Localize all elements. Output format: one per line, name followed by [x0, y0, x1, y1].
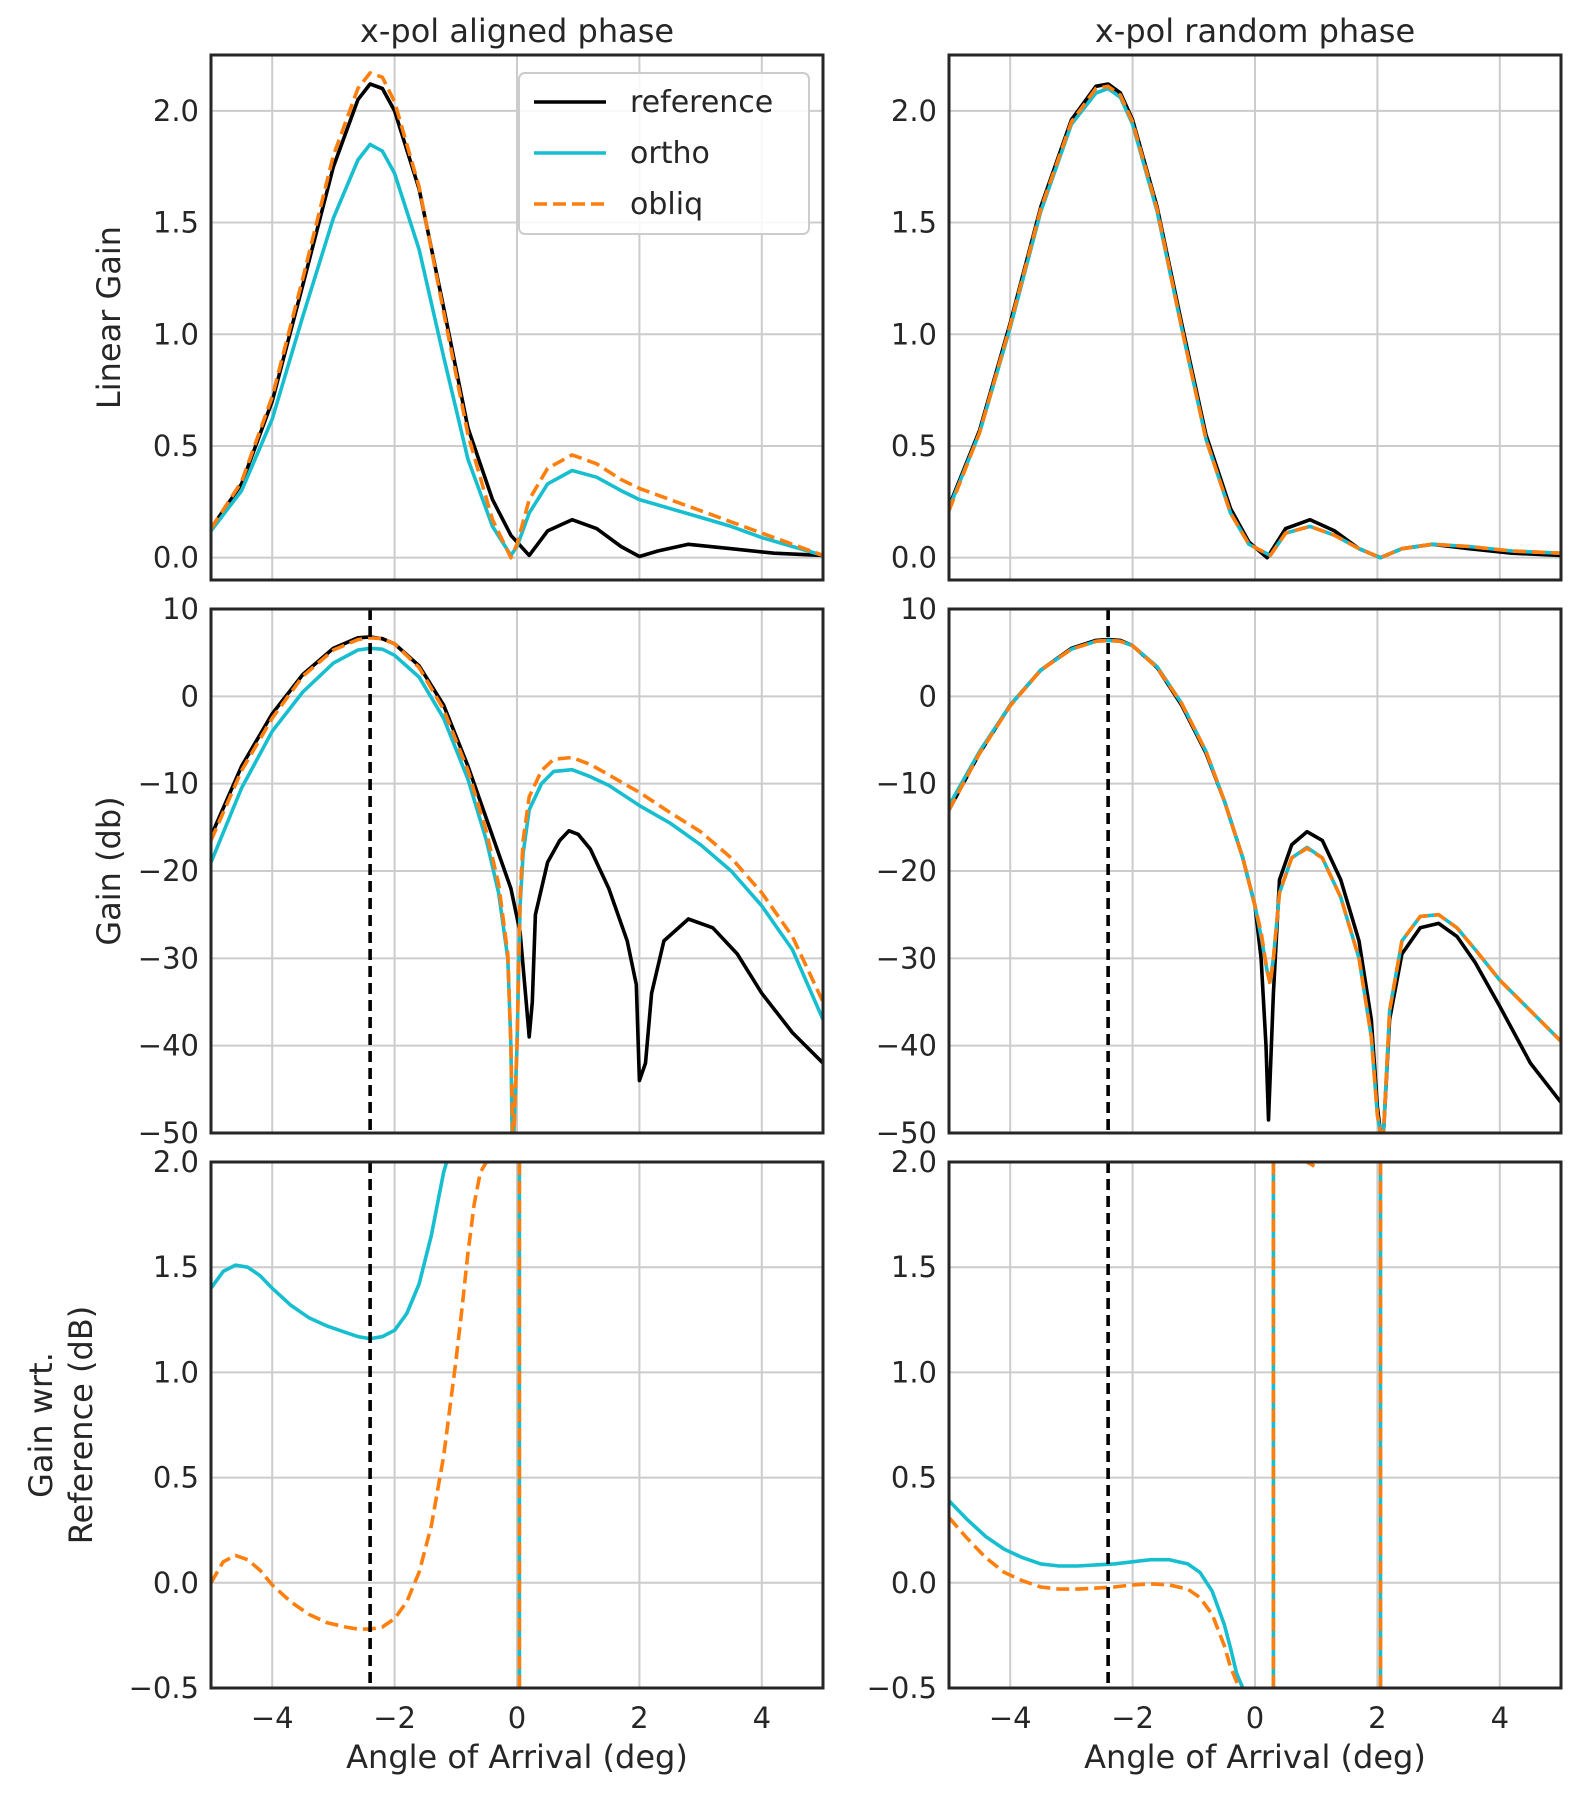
y-tick-label: −20: [876, 854, 937, 888]
y-tick-label: 1.5: [891, 206, 937, 240]
y-tick-label: 10: [900, 592, 937, 626]
legend-label-ortho: ortho: [630, 136, 710, 171]
series-group: [211, 1162, 522, 1688]
axes-frame: [209, 607, 825, 1135]
y-tick-label: 1.5: [891, 1250, 937, 1284]
y-tick-label: 0.0: [153, 1566, 199, 1600]
x-axis-label: Angle of Arrival (deg): [346, 1738, 688, 1776]
x-tick-label: −2: [373, 1701, 416, 1735]
y-tick-label: 0.0: [153, 541, 199, 575]
x-tick-label: 0: [1246, 1701, 1264, 1735]
series-group: [949, 637, 1561, 1133]
y-tick-label: 0: [181, 679, 199, 713]
series-line-obliq: [949, 638, 1561, 1133]
y-tick-label: 0.5: [891, 429, 937, 463]
y-tick-label: −30: [876, 941, 937, 975]
y-tick-label: 2.0: [891, 1145, 937, 1179]
y-axis-label: Gain (db): [90, 796, 128, 945]
legend-box: [518, 72, 810, 235]
panel-r0-c0: 0.0 0.5 1.0 1.5 2.0 x-pol aligned phase Linear…: [90, 12, 825, 582]
legend-label-reference: reference: [630, 85, 773, 120]
x-tick-label: −4: [251, 1701, 294, 1735]
y-tick-label: −10: [138, 767, 199, 801]
y-axis-label: Reference (dB): [62, 1306, 100, 1545]
panel-r2-c1: −0.5 0.0 0.5 1.0 1.5 2.0 −4 −2 0 2 4 Angle of Arriv…: [867, 1145, 1563, 1776]
x-tick-label: −2: [1111, 1701, 1154, 1735]
legend-label-obliq: obliq: [630, 187, 703, 222]
panel-r0-c1: 0.0 0.5 1.0 1.5 2.0 x-pol random phase: [891, 12, 1563, 582]
y-tick-label: −10: [876, 767, 937, 801]
x-tick-label: 0: [508, 1701, 526, 1735]
y-tick-label: −30: [138, 941, 199, 975]
series-line-reference: [211, 82, 823, 559]
x-axis-label: Angle of Arrival (deg): [1084, 1738, 1426, 1776]
y-tick-label: 0.5: [891, 1461, 937, 1495]
panel-title: x-pol random phase: [1095, 12, 1415, 50]
series-group: [211, 635, 823, 1133]
y-tick-label: 0.5: [153, 1461, 199, 1495]
y-tick-label: 10: [162, 592, 199, 626]
x-tick-label: 4: [753, 1701, 771, 1735]
x-tick-label: 2: [1368, 1701, 1386, 1735]
y-tick-label: −50: [138, 1116, 199, 1150]
y-tick-label: 2.0: [153, 1145, 199, 1179]
series-group: [211, 71, 823, 560]
y-tick-label: −40: [876, 1029, 937, 1063]
y-tick-label: 1.0: [153, 317, 199, 351]
panel-r2-c0: −0.5 0.0 0.5 1.0 1.5 2.0 −4 −2 0 2 4 Angle of Arriv…: [22, 1145, 825, 1776]
axes-frame: [947, 607, 1563, 1135]
y-tick-label: −0.5: [129, 1671, 199, 1705]
series-line-ortho: [949, 1499, 1245, 1688]
series-group: [949, 82, 1561, 560]
y-tick-label: 1.0: [891, 317, 937, 351]
y-tick-label: 1.5: [153, 1250, 199, 1284]
y-axis-label: Linear Gain: [90, 226, 128, 409]
axes-frame: [209, 1160, 825, 1690]
series-line-obliq: [211, 1162, 490, 1631]
x-tick-label: −4: [989, 1701, 1032, 1735]
panel-r1-c0: −50 −40 −30 −20 −10 0 10 Gain (db): [90, 592, 825, 1150]
y-tick-label: −40: [138, 1029, 199, 1063]
y-axis-label: Gain wrt.: [22, 1352, 60, 1498]
y-tick-label: 1.0: [891, 1355, 937, 1389]
panel-title: x-pol aligned phase: [360, 12, 674, 50]
axes-frame: [209, 53, 825, 582]
series-line-obliq: [949, 84, 1561, 560]
y-tick-label: 0: [919, 679, 937, 713]
y-tick-label: −20: [138, 854, 199, 888]
x-tick-label: 2: [630, 1701, 648, 1735]
x-tick-label: 4: [1491, 1701, 1509, 1735]
series-group: [949, 1162, 1383, 1688]
y-tick-label: 2.0: [891, 94, 937, 128]
series-line-ortho: [211, 646, 823, 1133]
y-tick-label: −50: [876, 1116, 937, 1150]
y-tick-label: 1.5: [153, 206, 199, 240]
y-tick-label: 0.0: [891, 1566, 937, 1600]
series-line-obliq: [949, 1516, 1242, 1688]
series-line-obliq: [211, 71, 823, 560]
axes-frame: [947, 1160, 1563, 1690]
y-tick-label: 0.5: [153, 429, 199, 463]
series-line-ortho: [211, 1162, 449, 1341]
axes-frame: [947, 53, 1563, 582]
y-tick-label: 1.0: [153, 1355, 199, 1389]
y-tick-label: 0.0: [891, 541, 937, 575]
legend: reference ortho obliq: [518, 72, 810, 235]
y-tick-label: 2.0: [153, 94, 199, 128]
panel-r1-c1: −50 −40 −30 −20 −10 0 10: [876, 592, 1563, 1150]
y-tick-label: −0.5: [867, 1671, 937, 1705]
